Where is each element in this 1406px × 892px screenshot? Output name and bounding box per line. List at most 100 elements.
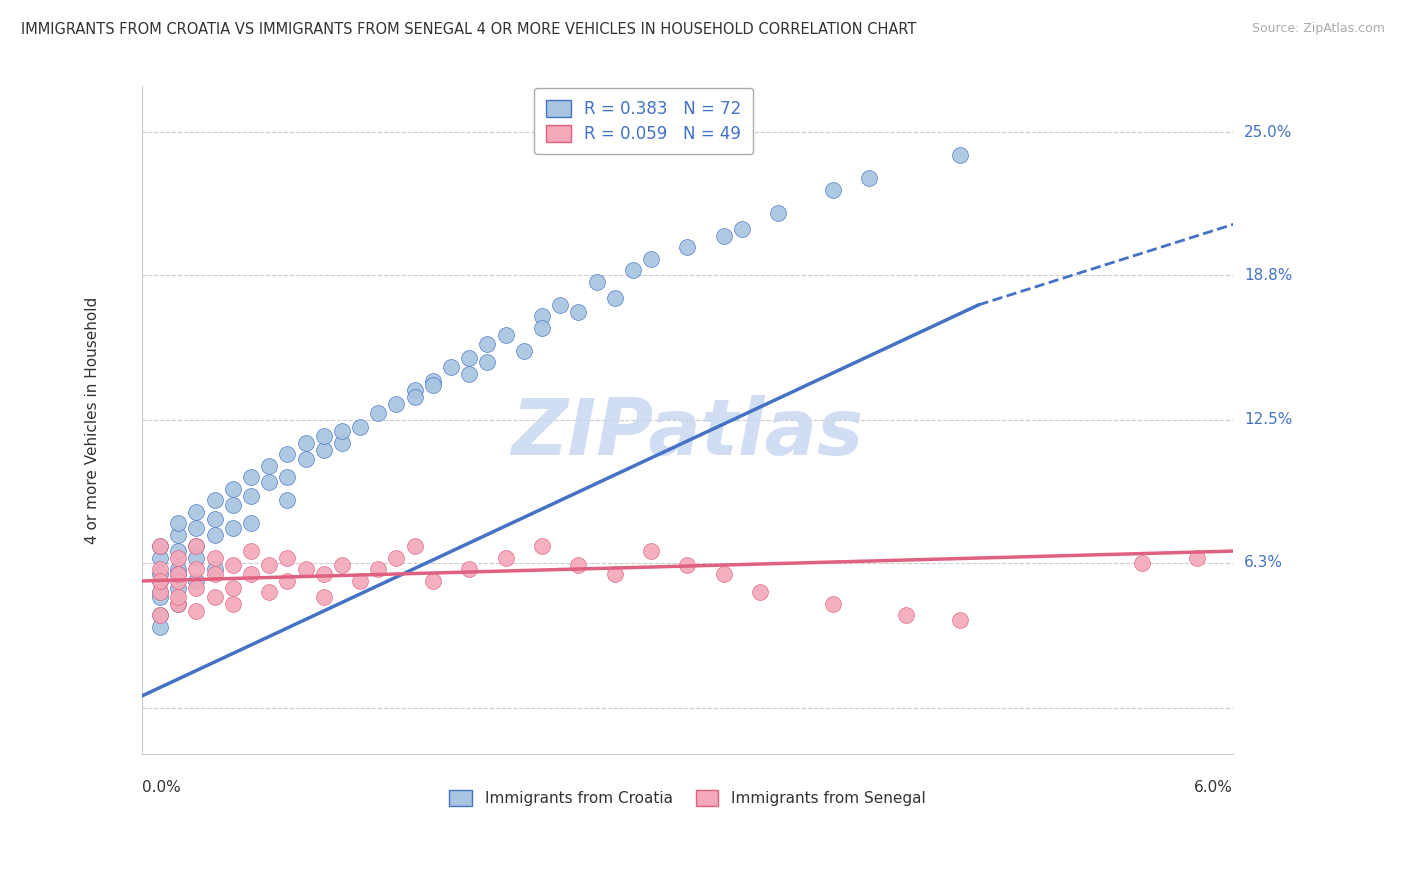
Point xyxy=(330,436,353,450)
Point xyxy=(894,608,917,623)
Point xyxy=(276,493,298,508)
Point xyxy=(276,470,298,484)
Point xyxy=(149,562,172,576)
Point xyxy=(495,551,517,566)
Point xyxy=(422,574,444,588)
Text: 18.8%: 18.8% xyxy=(1244,268,1292,283)
Point xyxy=(257,458,280,473)
Point xyxy=(239,470,262,484)
Text: IMMIGRANTS FROM CROATIA VS IMMIGRANTS FROM SENEGAL 4 OR MORE VEHICLES IN HOUSEHO: IMMIGRANTS FROM CROATIA VS IMMIGRANTS FR… xyxy=(21,22,917,37)
Point xyxy=(149,574,172,588)
Point xyxy=(349,574,371,588)
Point xyxy=(204,493,226,508)
Point xyxy=(458,351,481,365)
Point xyxy=(167,597,190,611)
Point xyxy=(222,521,245,535)
Point xyxy=(186,581,208,595)
Point xyxy=(167,528,190,542)
Point xyxy=(186,540,208,554)
Text: 6.3%: 6.3% xyxy=(1244,555,1284,570)
Point xyxy=(458,367,481,381)
Point xyxy=(713,228,735,243)
Point xyxy=(713,567,735,582)
Text: 12.5%: 12.5% xyxy=(1244,412,1292,427)
Text: 4 or more Vehicles in Household: 4 or more Vehicles in Household xyxy=(86,296,100,543)
Point xyxy=(458,562,481,576)
Point xyxy=(204,512,226,526)
Point xyxy=(530,321,553,335)
Point xyxy=(167,567,190,582)
Point xyxy=(440,359,463,374)
Point xyxy=(422,378,444,392)
Point xyxy=(167,581,190,595)
Point xyxy=(257,558,280,572)
Point xyxy=(821,183,844,197)
Point xyxy=(239,567,262,582)
Point xyxy=(731,222,754,236)
Point xyxy=(367,562,389,576)
Point xyxy=(167,567,190,582)
Point xyxy=(239,516,262,531)
Point xyxy=(621,263,644,277)
Point xyxy=(149,540,172,554)
Point xyxy=(257,585,280,599)
Point xyxy=(385,397,408,411)
Point xyxy=(149,620,172,634)
Point xyxy=(149,574,172,588)
Point xyxy=(204,590,226,604)
Text: ZIPatlas: ZIPatlas xyxy=(512,395,863,471)
Point xyxy=(222,558,245,572)
Text: 6.0%: 6.0% xyxy=(1194,780,1233,795)
Point xyxy=(239,489,262,503)
Point xyxy=(349,420,371,434)
Point xyxy=(1130,556,1153,570)
Point xyxy=(676,558,699,572)
Point xyxy=(312,442,335,457)
Point xyxy=(404,383,426,397)
Point xyxy=(186,551,208,566)
Point xyxy=(585,275,607,289)
Point xyxy=(858,171,880,186)
Point xyxy=(294,452,316,467)
Point xyxy=(949,613,972,627)
Point xyxy=(149,590,172,604)
Point xyxy=(367,406,389,420)
Point xyxy=(186,604,208,618)
Text: 0.0%: 0.0% xyxy=(142,780,180,795)
Text: Source: ZipAtlas.com: Source: ZipAtlas.com xyxy=(1251,22,1385,36)
Point xyxy=(186,505,208,519)
Point xyxy=(749,585,772,599)
Point xyxy=(567,305,589,319)
Point xyxy=(204,562,226,576)
Point xyxy=(239,544,262,558)
Point xyxy=(204,551,226,566)
Point xyxy=(167,597,190,611)
Point xyxy=(276,447,298,461)
Point xyxy=(149,540,172,554)
Point xyxy=(222,498,245,512)
Point xyxy=(676,240,699,254)
Point xyxy=(257,475,280,489)
Point xyxy=(422,374,444,388)
Point xyxy=(821,597,844,611)
Point xyxy=(222,597,245,611)
Point xyxy=(495,327,517,342)
Point xyxy=(149,608,172,623)
Point xyxy=(768,206,790,220)
Point xyxy=(276,551,298,566)
Point xyxy=(548,298,571,312)
Point xyxy=(276,574,298,588)
Point xyxy=(167,551,190,566)
Point xyxy=(167,574,190,588)
Point xyxy=(186,521,208,535)
Point xyxy=(204,567,226,582)
Point xyxy=(294,562,316,576)
Point xyxy=(186,574,208,588)
Point xyxy=(149,608,172,623)
Legend: Immigrants from Croatia, Immigrants from Senegal: Immigrants from Croatia, Immigrants from… xyxy=(443,784,932,813)
Point xyxy=(477,337,499,351)
Point xyxy=(567,558,589,572)
Point xyxy=(222,581,245,595)
Point xyxy=(640,252,662,266)
Point xyxy=(167,516,190,531)
